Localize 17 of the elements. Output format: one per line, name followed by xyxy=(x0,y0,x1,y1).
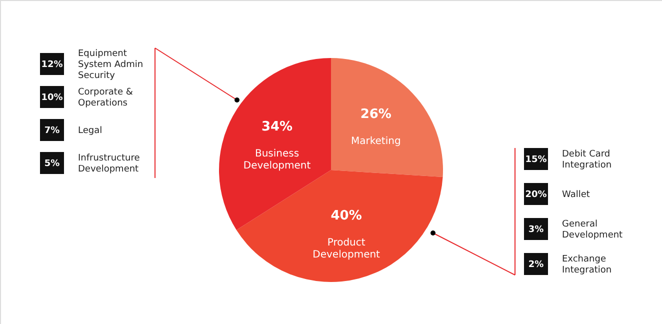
text: 2% Exchange Integration xyxy=(528,254,612,276)
pie-slice xyxy=(331,58,443,178)
text: 3% General Development xyxy=(528,220,623,240)
pie-slice xyxy=(219,58,331,230)
slice-label: Marketing xyxy=(350,136,401,147)
slice-label: Product Development xyxy=(312,238,380,261)
text: 5% Infrustructure Development xyxy=(44,154,140,174)
data-label: 34% xyxy=(261,119,293,134)
text: 12% Equipment System Admin Security xyxy=(41,49,144,81)
slice-label: Business Development xyxy=(243,148,311,172)
text: 20% Wallet xyxy=(525,190,590,200)
text: 7% Legal xyxy=(44,126,102,136)
text: 15% Debit Card Integration xyxy=(525,150,612,170)
data-label: 26% xyxy=(360,106,392,122)
text: 10% Corporate & Operations xyxy=(41,88,133,108)
pie-slice xyxy=(236,170,443,282)
data-label: 40% xyxy=(330,208,362,224)
